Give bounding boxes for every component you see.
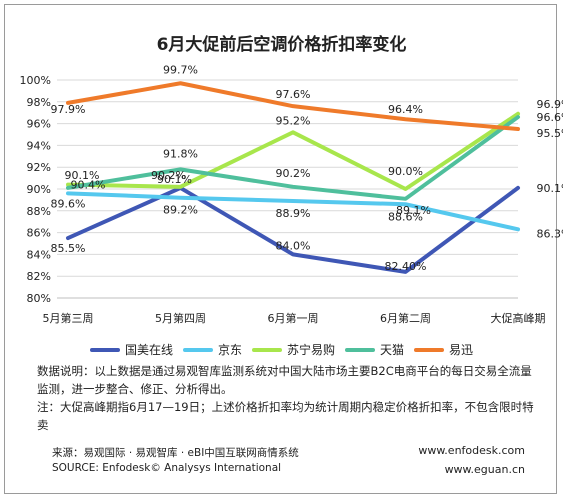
legend-label-tmall: 天猫 bbox=[380, 343, 405, 357]
data-label: 88.6% bbox=[388, 210, 423, 223]
y-tick-label: 96% bbox=[27, 118, 51, 131]
data-label: 90.4% bbox=[71, 179, 106, 192]
data-label: 90.2% bbox=[276, 167, 311, 180]
chart-legend: 国美在线 京东 苏宁易购 天猫 易迅 bbox=[0, 341, 563, 358]
data-description-note: 数据说明：以上数据是通过易观智库监测系统对中国大陆市场主要B2C电商平台的每日交… bbox=[37, 364, 532, 396]
legend-item-suning: 苏宁易购 bbox=[251, 341, 335, 358]
legend-item-yixun: 易迅 bbox=[414, 341, 473, 358]
data-label: 97.9% bbox=[51, 103, 86, 116]
x-tick-label: 6月第一周 bbox=[268, 311, 319, 325]
legend-swatch-yixun bbox=[414, 347, 445, 352]
data-label: 99.7% bbox=[163, 63, 198, 76]
legend-item-tmall: 天猫 bbox=[345, 341, 404, 358]
data-label: 90.2% bbox=[151, 169, 186, 182]
y-tick-label: 94% bbox=[27, 139, 51, 152]
y-tick-label: 100% bbox=[20, 74, 51, 87]
data-label: 90.1% bbox=[157, 173, 192, 186]
y-tick-label: 98% bbox=[27, 96, 51, 109]
series-line-2 bbox=[66, 111, 520, 191]
peak-period-note: 注：大促高峰期指6月17—19日；上述价格折扣率均为统计周期内稳定价格折扣率，不… bbox=[37, 400, 534, 432]
data-label: 84.0% bbox=[276, 239, 311, 252]
legend-label-jd: 京东 bbox=[217, 343, 242, 357]
data-label: 82.40% bbox=[385, 260, 427, 273]
legend-item-gome: 国美在线 bbox=[89, 341, 173, 358]
y-tick-label: 92% bbox=[27, 161, 51, 174]
series-line-0 bbox=[66, 185, 520, 274]
data-label: 97.6% bbox=[276, 88, 311, 101]
data-label: 96.6% bbox=[537, 111, 563, 124]
data-label: 91.8% bbox=[163, 147, 198, 160]
y-tick-label: 82% bbox=[27, 270, 51, 283]
source-cn: 来源：易观国际 · 易观智库 · eBI中国互联网商情系统 bbox=[52, 447, 299, 459]
series-line-4 bbox=[66, 81, 520, 132]
legend-swatch-jd bbox=[182, 347, 213, 352]
legend-label-yixun: 易迅 bbox=[449, 343, 474, 357]
source-en: SOURCE: Enfodesk© Analysys International bbox=[52, 462, 282, 474]
x-tick-label: 5月第四周 bbox=[155, 311, 206, 325]
data-label: 95.5% bbox=[537, 127, 563, 140]
data-label: 88.9% bbox=[276, 207, 311, 220]
legend-label-gome: 国美在线 bbox=[124, 343, 173, 357]
data-label: 89.1% bbox=[396, 204, 431, 217]
data-label: 89.2% bbox=[163, 204, 198, 217]
data-label: 90.1% bbox=[537, 182, 563, 195]
legend-item-jd: 京东 bbox=[182, 341, 242, 358]
data-label: 96.4% bbox=[388, 103, 423, 116]
eguan-url: www.eguan.cn bbox=[444, 463, 525, 476]
legend-swatch-gome bbox=[89, 347, 120, 352]
notes-block: 数据说明：以上数据是通过易观智库监测系统对中国大陆市场主要B2C电商平台的每日交… bbox=[37, 362, 542, 434]
y-tick-label: 84% bbox=[27, 248, 51, 261]
y-tick-label: 86% bbox=[27, 227, 51, 240]
data-label: 90.1% bbox=[65, 169, 100, 182]
legend-swatch-tmall bbox=[345, 347, 375, 352]
chart-title: 6月大促前后空调价格折扣率变化 bbox=[156, 35, 407, 55]
data-label: 96.9% bbox=[537, 98, 563, 111]
y-tick-label: 88% bbox=[27, 205, 51, 218]
x-tick-label: 6月第二周 bbox=[380, 311, 431, 325]
legend-swatch-suning bbox=[251, 347, 282, 352]
data-label: 86.3% bbox=[537, 227, 563, 240]
data-label: 90.0% bbox=[388, 165, 423, 178]
enfodesk-url: www.enfodesk.com bbox=[418, 444, 525, 457]
y-tick-label: 90% bbox=[27, 183, 51, 196]
y-tick-label: 80% bbox=[27, 292, 51, 305]
legend-label-suning: 苏宁易购 bbox=[286, 343, 335, 357]
series-line-3 bbox=[66, 115, 520, 201]
data-label: 95.2% bbox=[276, 114, 311, 127]
data-label: 89.6% bbox=[51, 197, 86, 210]
series-line-1 bbox=[66, 191, 520, 232]
x-tick-label: 大促高峰期 bbox=[491, 311, 546, 325]
data-label: 85.5% bbox=[51, 242, 86, 255]
x-tick-label: 5月第三周 bbox=[43, 311, 94, 325]
